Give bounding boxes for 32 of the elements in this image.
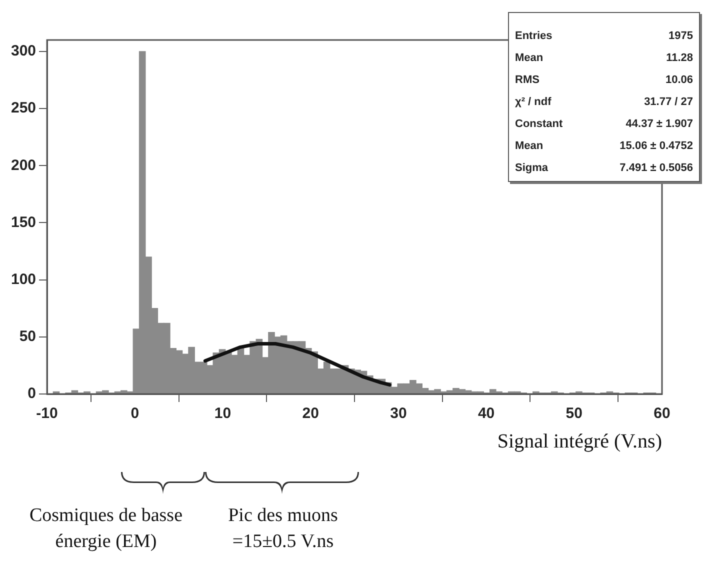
y-tick-label: 300 (10, 42, 36, 60)
annotation: RMS (515, 74, 540, 88)
text: 11.28 (666, 52, 693, 66)
text: 1975 (668, 30, 693, 44)
text: 10.06 (665, 74, 693, 88)
x-tick-label: 30 (390, 405, 407, 422)
x-tick-label: 60 (654, 405, 670, 422)
text: Pic des muons =15±0.5 V.ns (227, 504, 339, 554)
annotation: 7.491 ± 0.5056 (620, 162, 693, 176)
annotation: Entries (515, 30, 552, 44)
annotation: Sigma (515, 162, 548, 176)
annotation: 15.06 ± 0.4752 (620, 140, 693, 154)
y-tick-label: 0 (28, 385, 36, 402)
y-tick-label: 50 (19, 328, 36, 346)
x-tick-label: 0 (130, 405, 140, 422)
annotation: χ² / ndf (515, 96, 552, 110)
annotation: Mean (515, 140, 544, 154)
x-tick-label: -10 (36, 405, 58, 422)
x-axis-title: Signal intégré (V.ns) (497, 430, 662, 452)
x-tick-label: 10 (214, 405, 232, 422)
annotation: Mean (515, 52, 544, 66)
annotation: 31.77 / 27 (644, 96, 693, 110)
y-tick-label: 150 (10, 214, 36, 231)
x-tick-label: 50 (566, 405, 582, 422)
x-tick-label: 40 (478, 405, 495, 422)
x-tick-label: 20 (302, 405, 319, 422)
annotation: Constant (515, 118, 563, 132)
text: Cosmiques de basse énergie (EM) (28, 504, 184, 554)
y-tick-label: 200 (10, 156, 36, 174)
y-tick-label: 250 (10, 100, 36, 117)
annotation: 44.37 ± 1.907 (626, 118, 693, 132)
y-tick-label: 100 (10, 270, 36, 288)
